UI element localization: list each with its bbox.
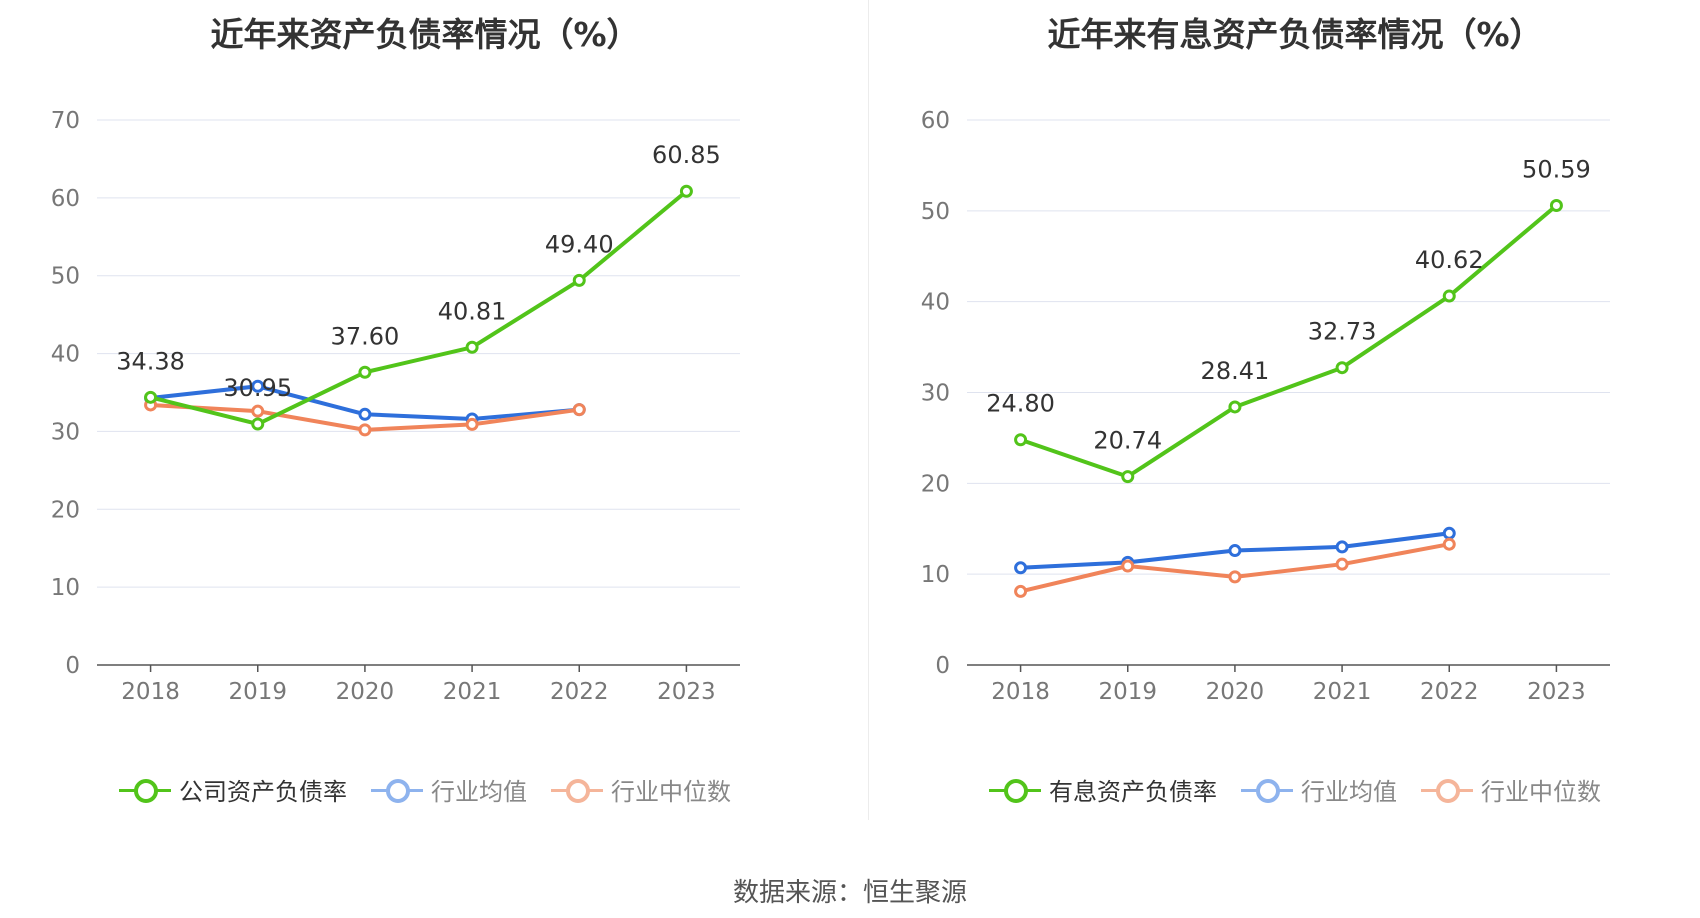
x-tick-label: 2020 (1206, 679, 1265, 705)
data-label: 32.73 (1308, 318, 1377, 346)
legend-marker-icon (371, 778, 423, 803)
data-point (1121, 470, 1135, 484)
data-point (358, 407, 372, 421)
y-tick-label: 20 (51, 497, 80, 523)
data-label: 24.80 (986, 390, 1055, 418)
y-tick-label: 20 (921, 471, 950, 497)
line-chart-interest-debt-ratio: 0 10 20 30 40 50 60 2018 2019 2020 2021 2022 2023 24.… (921, 108, 1610, 705)
legend-item-industry-avg[interactable]: 行业均值 (1241, 772, 1397, 807)
x-tick-label: 2022 (550, 679, 609, 705)
data-point (1228, 544, 1242, 558)
x-tick-label: 2022 (1420, 679, 1479, 705)
chart-panel-debt-ratio: 近年来资产负债率情况（%） 0 10 20 30 40 50 60 70 2018 2019 202… (0, 0, 850, 820)
legend-label: 行业中位数 (1481, 778, 1601, 806)
data-point (1014, 584, 1028, 598)
chart-title: 近年来资产负债率情况（%） (210, 15, 640, 54)
x-tick-label: 2018 (121, 679, 180, 705)
data-point (251, 379, 265, 393)
data-label: 40.81 (438, 297, 507, 325)
data-point (1442, 526, 1456, 540)
y-tick-label: 70 (51, 108, 80, 134)
x-tick-label: 2023 (1527, 679, 1586, 705)
data-label: 60.85 (652, 141, 721, 169)
data-point (144, 390, 158, 404)
legend-label: 行业均值 (1301, 778, 1397, 806)
data-point (1014, 433, 1028, 447)
line-chart-debt-ratio: 0 10 20 30 40 50 60 70 2018 2019 2020 2021 2022 2023 3… (51, 108, 740, 705)
data-point (358, 423, 372, 437)
y-tick-label: 0 (935, 653, 950, 679)
data-point (465, 340, 479, 354)
data-point (1228, 400, 1242, 414)
data-label: 34.38 (116, 347, 185, 375)
y-tick-label: 10 (921, 562, 950, 588)
legend-marker-icon (119, 778, 171, 803)
data-point (1549, 198, 1563, 212)
x-tick-label: 2019 (228, 679, 287, 705)
legend-marker-icon (989, 778, 1041, 803)
x-tick-label: 2021 (443, 679, 502, 705)
x-tick-label: 2019 (1098, 679, 1157, 705)
data-point (1014, 561, 1028, 575)
y-tick-label: 60 (51, 186, 80, 212)
data-label: 28.41 (1201, 357, 1270, 385)
data-point (1335, 540, 1349, 554)
y-tick-label: 30 (51, 419, 80, 445)
data-point (679, 184, 693, 198)
data-label: 20.74 (1093, 427, 1162, 455)
data-label: 30.95 (223, 374, 292, 402)
data-point (572, 403, 586, 417)
legend-label: 行业中位数 (611, 778, 731, 806)
legend-item-industry-avg[interactable]: 行业均值 (371, 772, 527, 807)
data-point (358, 365, 372, 379)
x-tick-label: 2020 (336, 679, 395, 705)
panel-divider (868, 0, 869, 820)
chart-title: 近年来有息资产负债率情况（%） (1047, 15, 1543, 54)
legend-label: 公司资产负债率 (179, 778, 347, 806)
y-tick-label: 40 (921, 290, 950, 316)
data-label: 49.40 (545, 230, 614, 258)
legend-item-industry-median[interactable]: 行业中位数 (1421, 772, 1601, 807)
legend-item-company[interactable]: 公司资产负债率 (119, 772, 347, 807)
data-point (251, 404, 265, 418)
y-tick-label: 50 (921, 199, 950, 225)
data-point (465, 417, 479, 431)
y-tick-label: 0 (65, 653, 80, 679)
series-line (1019, 203, 1558, 479)
data-point (572, 273, 586, 287)
chart-panel-interest-debt-ratio: 近年来有息资产负债率情况（%） 0 10 20 30 40 50 60 2018 2019 202… (870, 0, 1700, 820)
data-label: 50.59 (1522, 155, 1591, 183)
y-tick-label: 30 (921, 381, 950, 407)
data-point (1335, 557, 1349, 571)
x-tick-label: 2023 (657, 679, 716, 705)
series-line (150, 189, 688, 427)
y-tick-label: 40 (51, 342, 80, 368)
y-tick-label: 10 (51, 575, 80, 601)
legend: 有息资产负债率 行业均值 行业中位数 (870, 772, 1700, 807)
legend-item-company[interactable]: 有息资产负债率 (989, 772, 1217, 807)
data-point (1121, 559, 1135, 573)
legend-marker-icon (1421, 778, 1473, 803)
legend: 公司资产负债率 行业均值 行业中位数 (0, 772, 850, 807)
legend-marker-icon (551, 778, 603, 803)
data-point (251, 417, 265, 431)
legend-label: 行业均值 (431, 778, 527, 806)
legend-item-industry-median[interactable]: 行业中位数 (551, 772, 731, 807)
data-point (1228, 570, 1242, 584)
data-point (1442, 289, 1456, 303)
data-source-note: 数据来源：恒生聚源 (732, 878, 967, 908)
data-label: 37.60 (331, 322, 400, 350)
data-point (1335, 361, 1349, 375)
y-tick-label: 50 (51, 264, 80, 290)
x-tick-label: 2018 (991, 679, 1050, 705)
legend-label: 有息资产负债率 (1049, 778, 1217, 806)
data-label: 40.62 (1415, 246, 1484, 274)
data-point (1442, 537, 1456, 551)
legend-marker-icon (1241, 778, 1293, 803)
y-tick-label: 60 (921, 108, 950, 134)
x-tick-label: 2021 (1313, 679, 1372, 705)
